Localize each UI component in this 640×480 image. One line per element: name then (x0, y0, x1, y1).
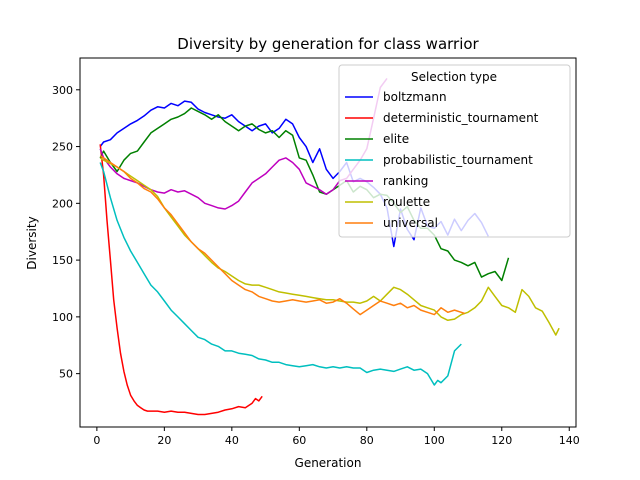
x-tick-label: 120 (491, 434, 512, 447)
y-axis-label: Diversity (25, 216, 39, 269)
ticks-layer: 0 20 40 60 80 100 120 140 50 100 150 200 250 300 (52, 84, 580, 447)
y-tick-label: 150 (52, 254, 73, 267)
y-tick-label: 200 (52, 197, 73, 210)
series-line-probabilistic_tournament (99, 162, 462, 386)
x-tick-label: 80 (360, 434, 374, 447)
legend-label-elite: elite (383, 132, 409, 146)
legend-label-ranking: ranking (383, 174, 428, 188)
series-line-universal (99, 154, 465, 316)
legend-title: Selection type (411, 70, 497, 84)
plot-frame (79, 57, 577, 428)
series-line-roulette (99, 157, 560, 336)
x-tick-label: 40 (225, 434, 239, 447)
y-tick-label: 100 (52, 311, 73, 324)
x-axis-label: Generation (295, 456, 362, 470)
chart-title: Diversity by generation for class warrio… (177, 35, 479, 53)
legend-label-boltzmann: boltzmann (383, 90, 447, 104)
legend: Selection type boltzmann deterministic_to… (338, 64, 571, 238)
y-tick-label: 300 (52, 84, 73, 97)
x-tick-label: 0 (93, 434, 100, 447)
y-tick-label: 50 (59, 368, 73, 381)
y-tick-label: 250 (52, 141, 73, 154)
x-tick-label: 140 (559, 434, 580, 447)
legend-box (338, 64, 571, 238)
legend-label-deterministic_tournament: deterministic_tournament (383, 111, 539, 125)
legend-label-roulette: roulette (383, 195, 430, 209)
series-layer (99, 77, 560, 416)
x-tick-label: 20 (157, 434, 171, 447)
x-tick-label: 100 (424, 434, 445, 447)
legend-label-probabilistic_tournament: probabilistic_tournament (383, 153, 533, 167)
x-tick-label: 60 (292, 434, 306, 447)
series-line-elite (99, 107, 510, 282)
legend-label-universal: universal (383, 216, 438, 230)
series-line-deterministic_tournament (99, 144, 263, 416)
